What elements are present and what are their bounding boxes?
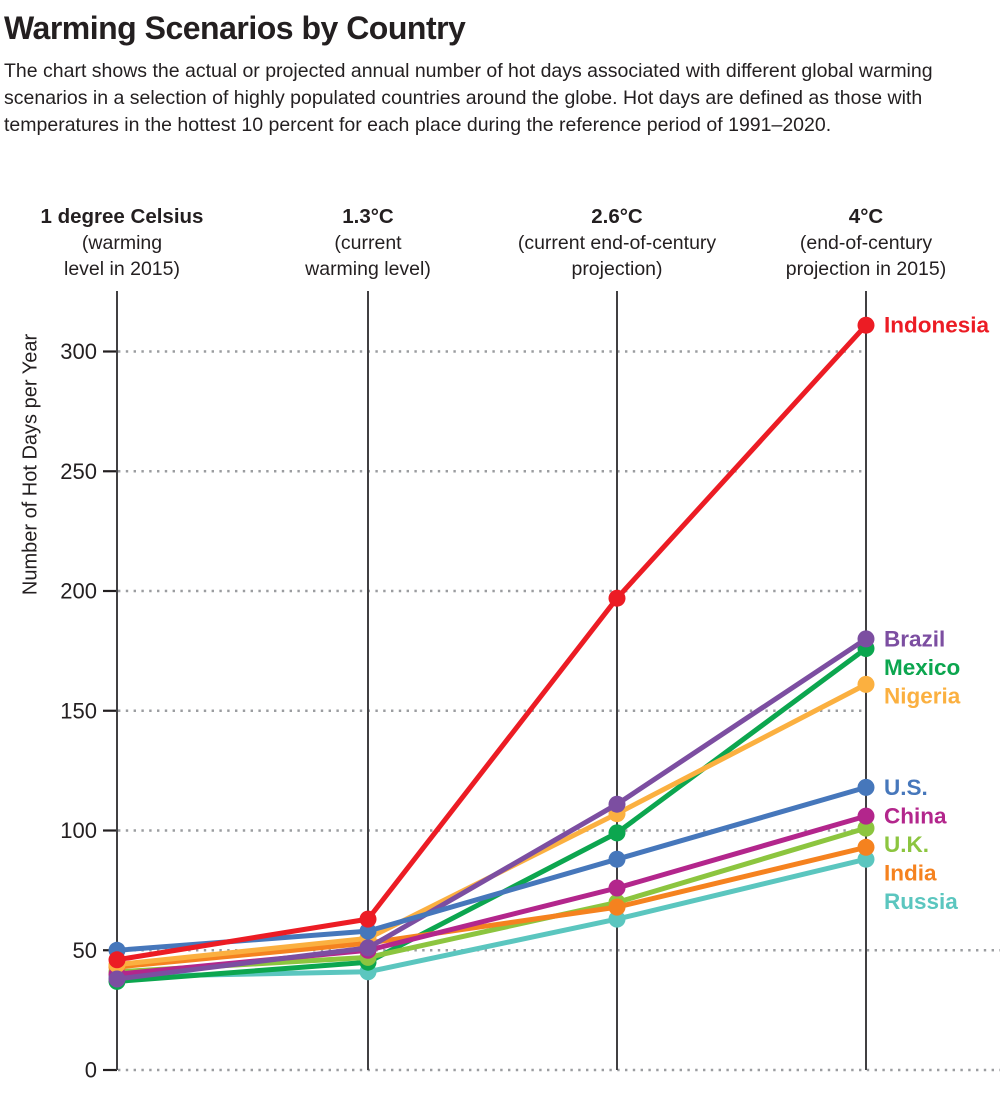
data-point (108, 970, 126, 988)
series-label: Russia (884, 889, 958, 914)
data-point (857, 316, 875, 334)
scenario-header-1c: 1 degree Celsius (warming level in 2015) (0, 204, 252, 282)
series-label: Nigeria (884, 683, 961, 708)
scenario-label: 2.6°C (591, 205, 643, 228)
data-point (359, 922, 377, 940)
data-point (857, 675, 875, 693)
data-point (608, 795, 626, 813)
y-tick-label: 100 (60, 818, 97, 843)
y-tick-label: 150 (60, 698, 97, 723)
scenario-header-2-6c: 2.6°C (current end-of-century projection… (487, 204, 747, 282)
data-point (857, 819, 875, 837)
scenario-sublabel: (current warming level) (305, 232, 431, 280)
y-tick-label: 300 (60, 339, 97, 364)
chart-title: Warming Scenarios by Country (4, 10, 466, 46)
chart-description: The chart shows the actual or projected … (4, 60, 933, 136)
data-point (608, 589, 626, 607)
series-line (114, 681, 869, 968)
scenario-sublabel: (current end-of-century projection) (517, 232, 717, 280)
series-label: Brazil (884, 626, 945, 651)
series-label: U.K. (884, 832, 929, 857)
series-line (114, 322, 869, 963)
scenario-header-1-3c: 1.3°C (current warming level) (238, 204, 498, 282)
data-point (857, 630, 875, 648)
series-label: India (884, 861, 937, 886)
data-point (857, 838, 875, 856)
data-point (359, 910, 377, 928)
series-label: U.S. (884, 775, 928, 800)
series-label: Indonesia (884, 313, 990, 338)
data-point (608, 910, 626, 928)
data-point (608, 824, 626, 842)
data-point (857, 850, 875, 868)
y-tick-label: 0 (85, 1058, 97, 1083)
scenario-sublabel: (warming level in 2015) (64, 232, 180, 280)
data-point (608, 850, 626, 868)
data-point (608, 879, 626, 897)
scenario-label: 1 degree Celsius (40, 205, 204, 228)
series-line (114, 844, 869, 970)
data-point (857, 778, 875, 796)
y-tick-label: 200 (60, 579, 97, 604)
series-label: Mexico (884, 655, 960, 680)
data-point (608, 898, 626, 916)
series-label: China (884, 804, 947, 829)
scenario-label: 1.3°C (342, 205, 394, 228)
data-point (359, 939, 377, 957)
data-point (108, 951, 126, 969)
y-tick-label: 50 (73, 938, 97, 963)
scenario-label: 4°C (848, 205, 884, 228)
scenario-sublabel: (end-of-century projection in 2015) (785, 232, 947, 280)
data-point (857, 807, 875, 825)
y-tick-label: 250 (60, 459, 97, 484)
scenario-header-4c: 4°C (end-of-century projection in 2015) (736, 204, 996, 282)
series-line (114, 636, 869, 982)
